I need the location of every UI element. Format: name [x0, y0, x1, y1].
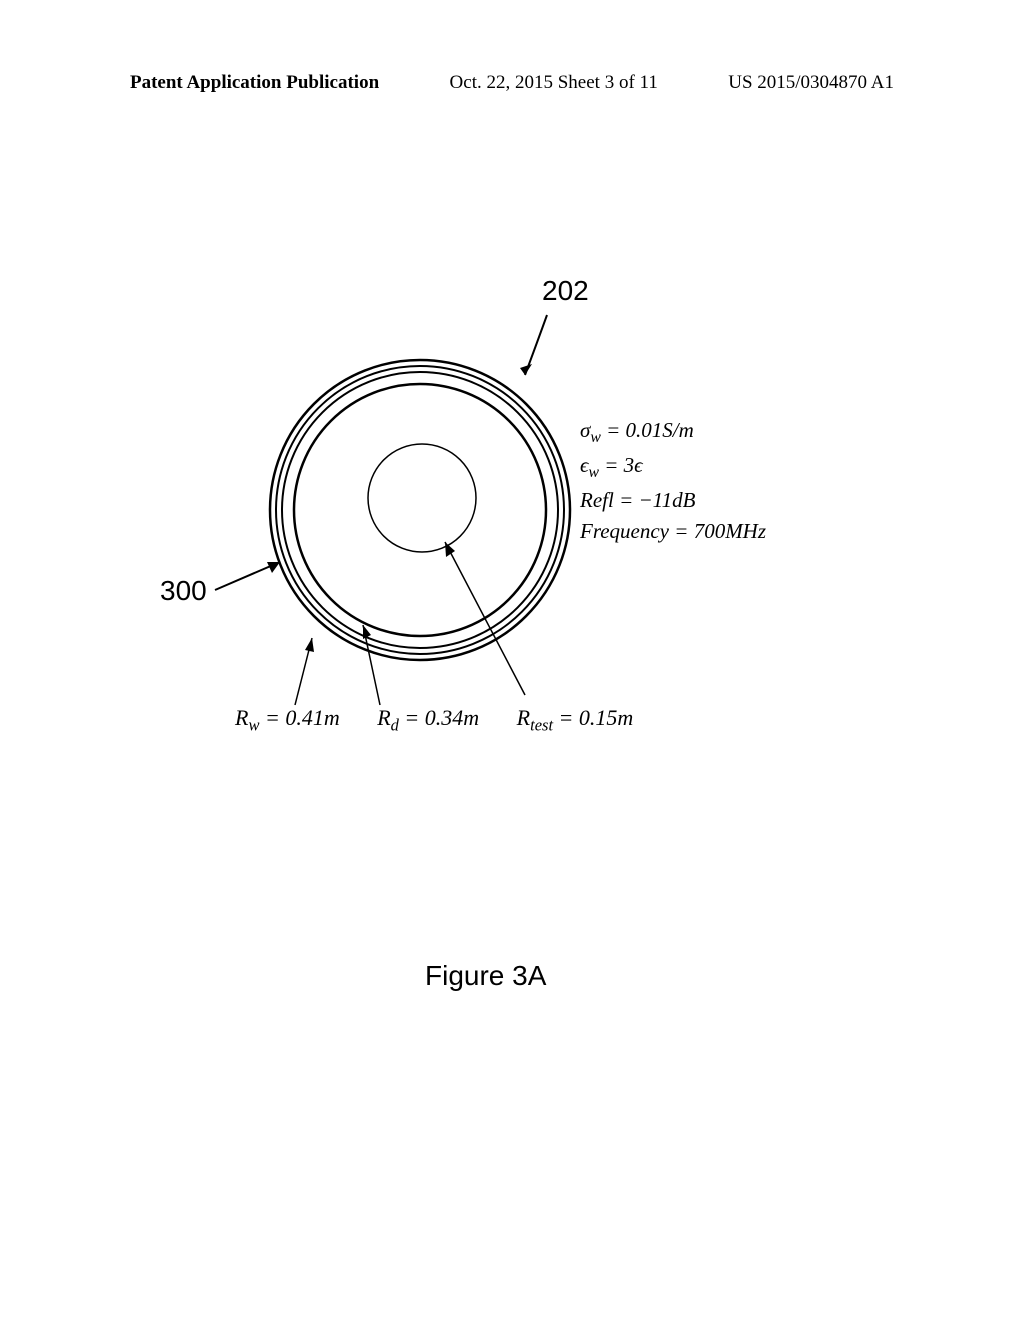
parameters-block: σw = 0.01S/m ϵw = 3ϵ Refl = −11dB Freque… [580, 415, 766, 548]
header-publication: Patent Application Publication [130, 72, 379, 94]
param-refl-val: −11dB [639, 488, 696, 512]
dim-rd-val: 0.34m [425, 705, 479, 730]
label-outer-ring: 202 [542, 275, 589, 307]
outer-circle-2 [276, 366, 564, 654]
param-freq-val: 700MHz [694, 519, 766, 543]
param-refl: Refl = −11dB [580, 485, 766, 517]
label-inner-circle: 300 [160, 575, 207, 607]
figure-label: Figure 3A [425, 960, 546, 992]
dim-rtest: Rtest = 0.15m [517, 705, 634, 735]
param-epsilon: ϵw = 3ϵ [580, 450, 766, 485]
page-header: Patent Application Publication Oct. 22, … [0, 72, 1024, 94]
dimensions-block: Rw = 0.41m Rd = 0.34m Rtest = 0.15m [235, 705, 665, 735]
test-circle [368, 444, 476, 552]
leader-arrow-202 [520, 364, 532, 375]
dim-rtest-val: 0.15m [579, 705, 633, 730]
dim-rw: Rw = 0.41m [235, 705, 340, 735]
dim-rd: Rd = 0.34m [377, 705, 479, 735]
dim-arrow-rw [305, 638, 314, 652]
outer-circle-1 [270, 360, 570, 660]
header-date-sheet: Oct. 22, 2015 Sheet 3 of 11 [450, 72, 658, 94]
param-freq: Frequency = 700MHz [580, 516, 766, 548]
header-patent-number: US 2015/0304870 A1 [728, 72, 894, 94]
param-epsilon-val: 3ϵ [624, 453, 643, 477]
outer-circle-3 [282, 372, 558, 648]
param-sigma-val: 0.01S/m [626, 418, 694, 442]
middle-circle [294, 384, 546, 636]
dim-arrow-rd [363, 625, 371, 639]
dim-rw-val: 0.41m [285, 705, 339, 730]
dim-line-rtest [445, 542, 525, 695]
param-sigma: σw = 0.01S/m [580, 415, 766, 450]
diagram-container: 202 300 σw = 0.01S/m ϵw = 3ϵ Refl = −11d… [150, 300, 870, 800]
